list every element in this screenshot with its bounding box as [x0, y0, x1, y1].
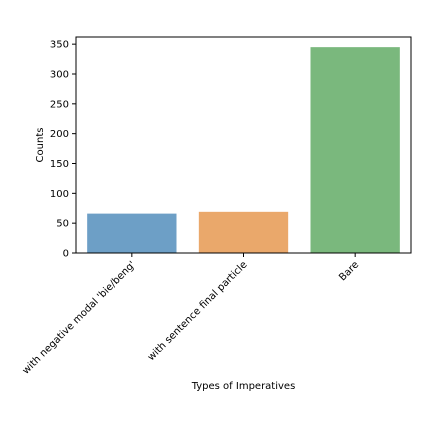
y-axis-label: Counts: [35, 128, 46, 163]
y-tick-label-3: 150: [50, 159, 69, 170]
y-tick-label-2: 100: [50, 189, 69, 200]
y-axis: 0 50 100 150 200 250 300 350: [50, 40, 76, 260]
bar-1: [198, 211, 289, 253]
bar-2: [310, 47, 400, 253]
x-axis-label: Types of Imperatives: [191, 381, 296, 392]
x-tick-label-0: with negative modal 'bie/beng': [21, 259, 138, 376]
x-tick-label-1: with sentence final particle: [146, 259, 250, 363]
y-tick-label-5: 250: [50, 99, 69, 110]
y-tick-label-4: 200: [50, 129, 69, 140]
y-tick-label-7: 350: [50, 40, 69, 51]
x-axis: with negative modal 'bie/beng' with sente…: [21, 253, 361, 377]
y-tick-label-1: 50: [56, 219, 69, 230]
y-tick-label-6: 300: [50, 69, 69, 80]
bars-group: [87, 47, 400, 253]
y-tick-label-0: 0: [63, 249, 69, 260]
x-tick-label-2: Bare: [337, 259, 361, 283]
bar-0: [87, 213, 177, 253]
